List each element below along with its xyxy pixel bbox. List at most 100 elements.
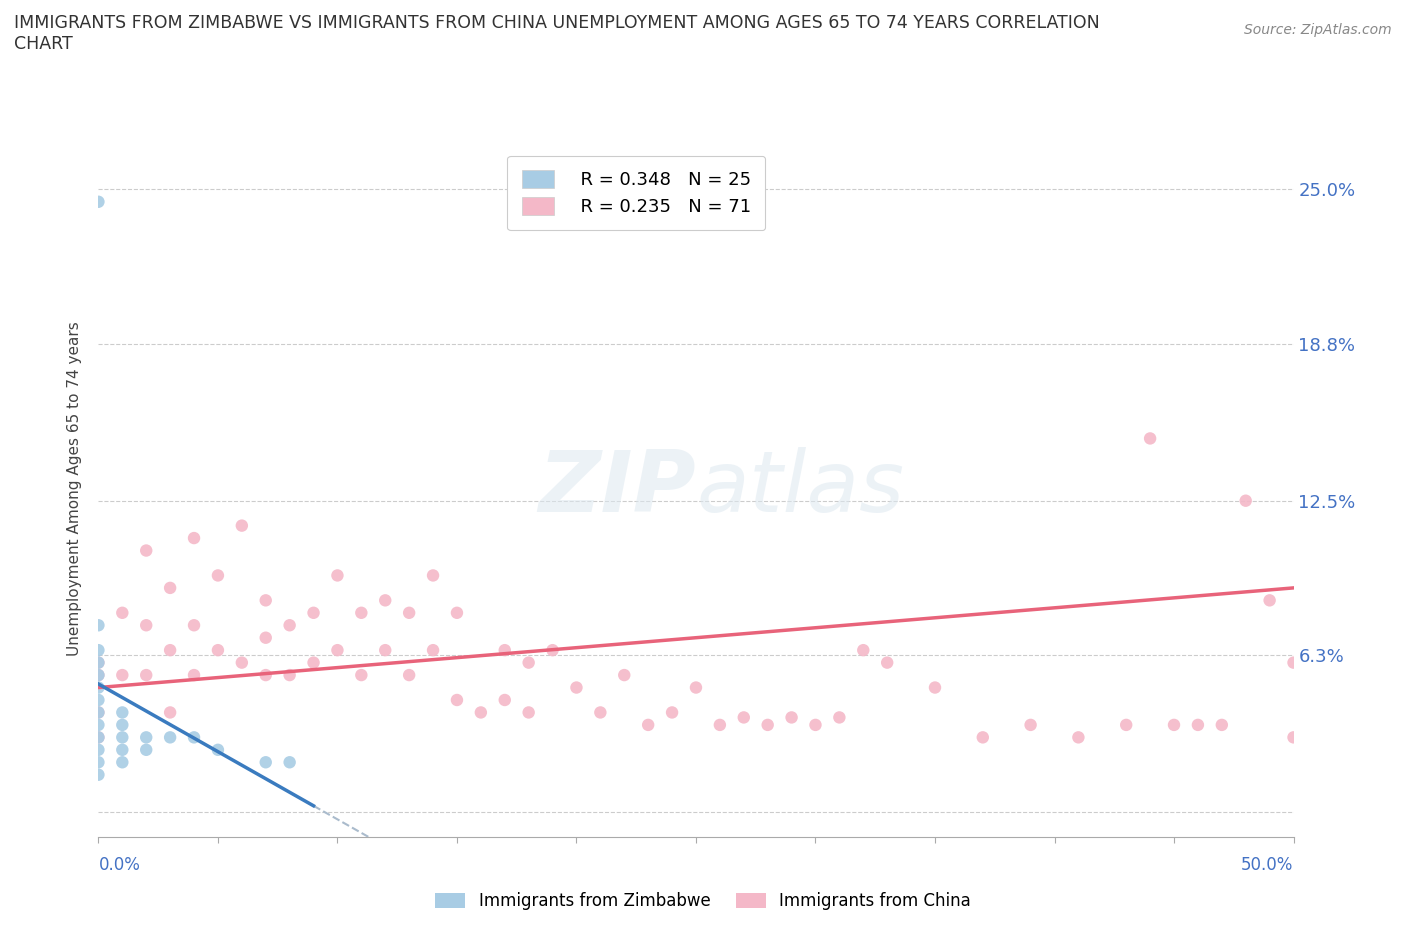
Point [350, 605, 373, 620]
Point [1234, 493, 1257, 508]
Point [254, 755, 277, 770]
Point [565, 680, 588, 695]
Point [207, 568, 229, 583]
Point [1187, 717, 1209, 732]
Point [637, 717, 659, 732]
Point [111, 717, 134, 732]
Point [183, 668, 205, 683]
Text: 0.0%: 0.0% [98, 856, 141, 873]
Point [374, 593, 396, 608]
Point [231, 656, 253, 671]
Point [661, 705, 683, 720]
Point [1139, 431, 1161, 445]
Point [876, 656, 898, 671]
Point [302, 605, 325, 620]
Point [159, 730, 181, 745]
Point [159, 705, 181, 720]
Point [780, 710, 803, 724]
Y-axis label: Unemployment Among Ages 65 to 74 years: Unemployment Among Ages 65 to 74 years [67, 321, 83, 656]
Legend:   R = 0.348   N = 25,   R = 0.235   N = 71: R = 0.348 N = 25, R = 0.235 N = 71 [508, 155, 765, 231]
Point [326, 568, 349, 583]
Text: ZIP: ZIP [538, 446, 696, 530]
Point [87, 742, 110, 757]
Point [111, 605, 134, 620]
Point [87, 680, 110, 695]
Point [446, 605, 468, 620]
Point [804, 717, 827, 732]
Point [111, 755, 134, 770]
Point [254, 631, 277, 645]
Point [1067, 730, 1090, 745]
Point [87, 705, 110, 720]
Point [494, 693, 516, 708]
Point [87, 194, 110, 209]
Point [207, 742, 229, 757]
Point [422, 643, 444, 658]
Point [87, 656, 110, 671]
Point [111, 705, 134, 720]
Point [828, 710, 851, 724]
Point [1019, 717, 1042, 732]
Point [924, 680, 946, 695]
Point [494, 643, 516, 658]
Legend: Immigrants from Zimbabwe, Immigrants from China: Immigrants from Zimbabwe, Immigrants fro… [429, 885, 977, 917]
Point [326, 643, 349, 658]
Point [278, 618, 301, 632]
Point [135, 668, 157, 683]
Point [685, 680, 707, 695]
Point [1258, 593, 1281, 608]
Point [135, 618, 157, 632]
Point [135, 742, 157, 757]
Point [87, 618, 110, 632]
Point [350, 668, 373, 683]
Point [446, 693, 468, 708]
Point [972, 730, 994, 745]
Point [1211, 717, 1233, 732]
Point [1282, 656, 1305, 671]
Point [183, 618, 205, 632]
Point [231, 518, 253, 533]
Point [517, 656, 540, 671]
Point [517, 705, 540, 720]
Point [159, 580, 181, 595]
Point [87, 668, 110, 683]
Point [135, 730, 157, 745]
Point [1163, 717, 1185, 732]
Point [756, 717, 779, 732]
Point [87, 668, 110, 683]
Text: atlas: atlas [696, 446, 904, 530]
Point [111, 742, 134, 757]
Point [135, 543, 157, 558]
Point [589, 705, 612, 720]
Text: IMMIGRANTS FROM ZIMBABWE VS IMMIGRANTS FROM CHINA UNEMPLOYMENT AMONG AGES 65 TO : IMMIGRANTS FROM ZIMBABWE VS IMMIGRANTS F… [14, 14, 1099, 53]
Point [87, 730, 110, 745]
Point [1115, 717, 1137, 732]
Point [254, 668, 277, 683]
Point [709, 717, 731, 732]
Text: 50.0%: 50.0% [1241, 856, 1294, 873]
Point [374, 643, 396, 658]
Point [278, 668, 301, 683]
Text: Source: ZipAtlas.com: Source: ZipAtlas.com [1244, 23, 1392, 37]
Point [87, 643, 110, 658]
Point [398, 668, 420, 683]
Point [398, 605, 420, 620]
Point [87, 656, 110, 671]
Point [111, 730, 134, 745]
Point [183, 730, 205, 745]
Point [183, 531, 205, 546]
Point [254, 593, 277, 608]
Point [613, 668, 636, 683]
Point [207, 643, 229, 658]
Point [422, 568, 444, 583]
Point [470, 705, 492, 720]
Point [87, 705, 110, 720]
Point [87, 717, 110, 732]
Point [1282, 730, 1305, 745]
Point [87, 730, 110, 745]
Point [278, 755, 301, 770]
Point [541, 643, 564, 658]
Point [733, 710, 755, 724]
Point [87, 693, 110, 708]
Point [87, 767, 110, 782]
